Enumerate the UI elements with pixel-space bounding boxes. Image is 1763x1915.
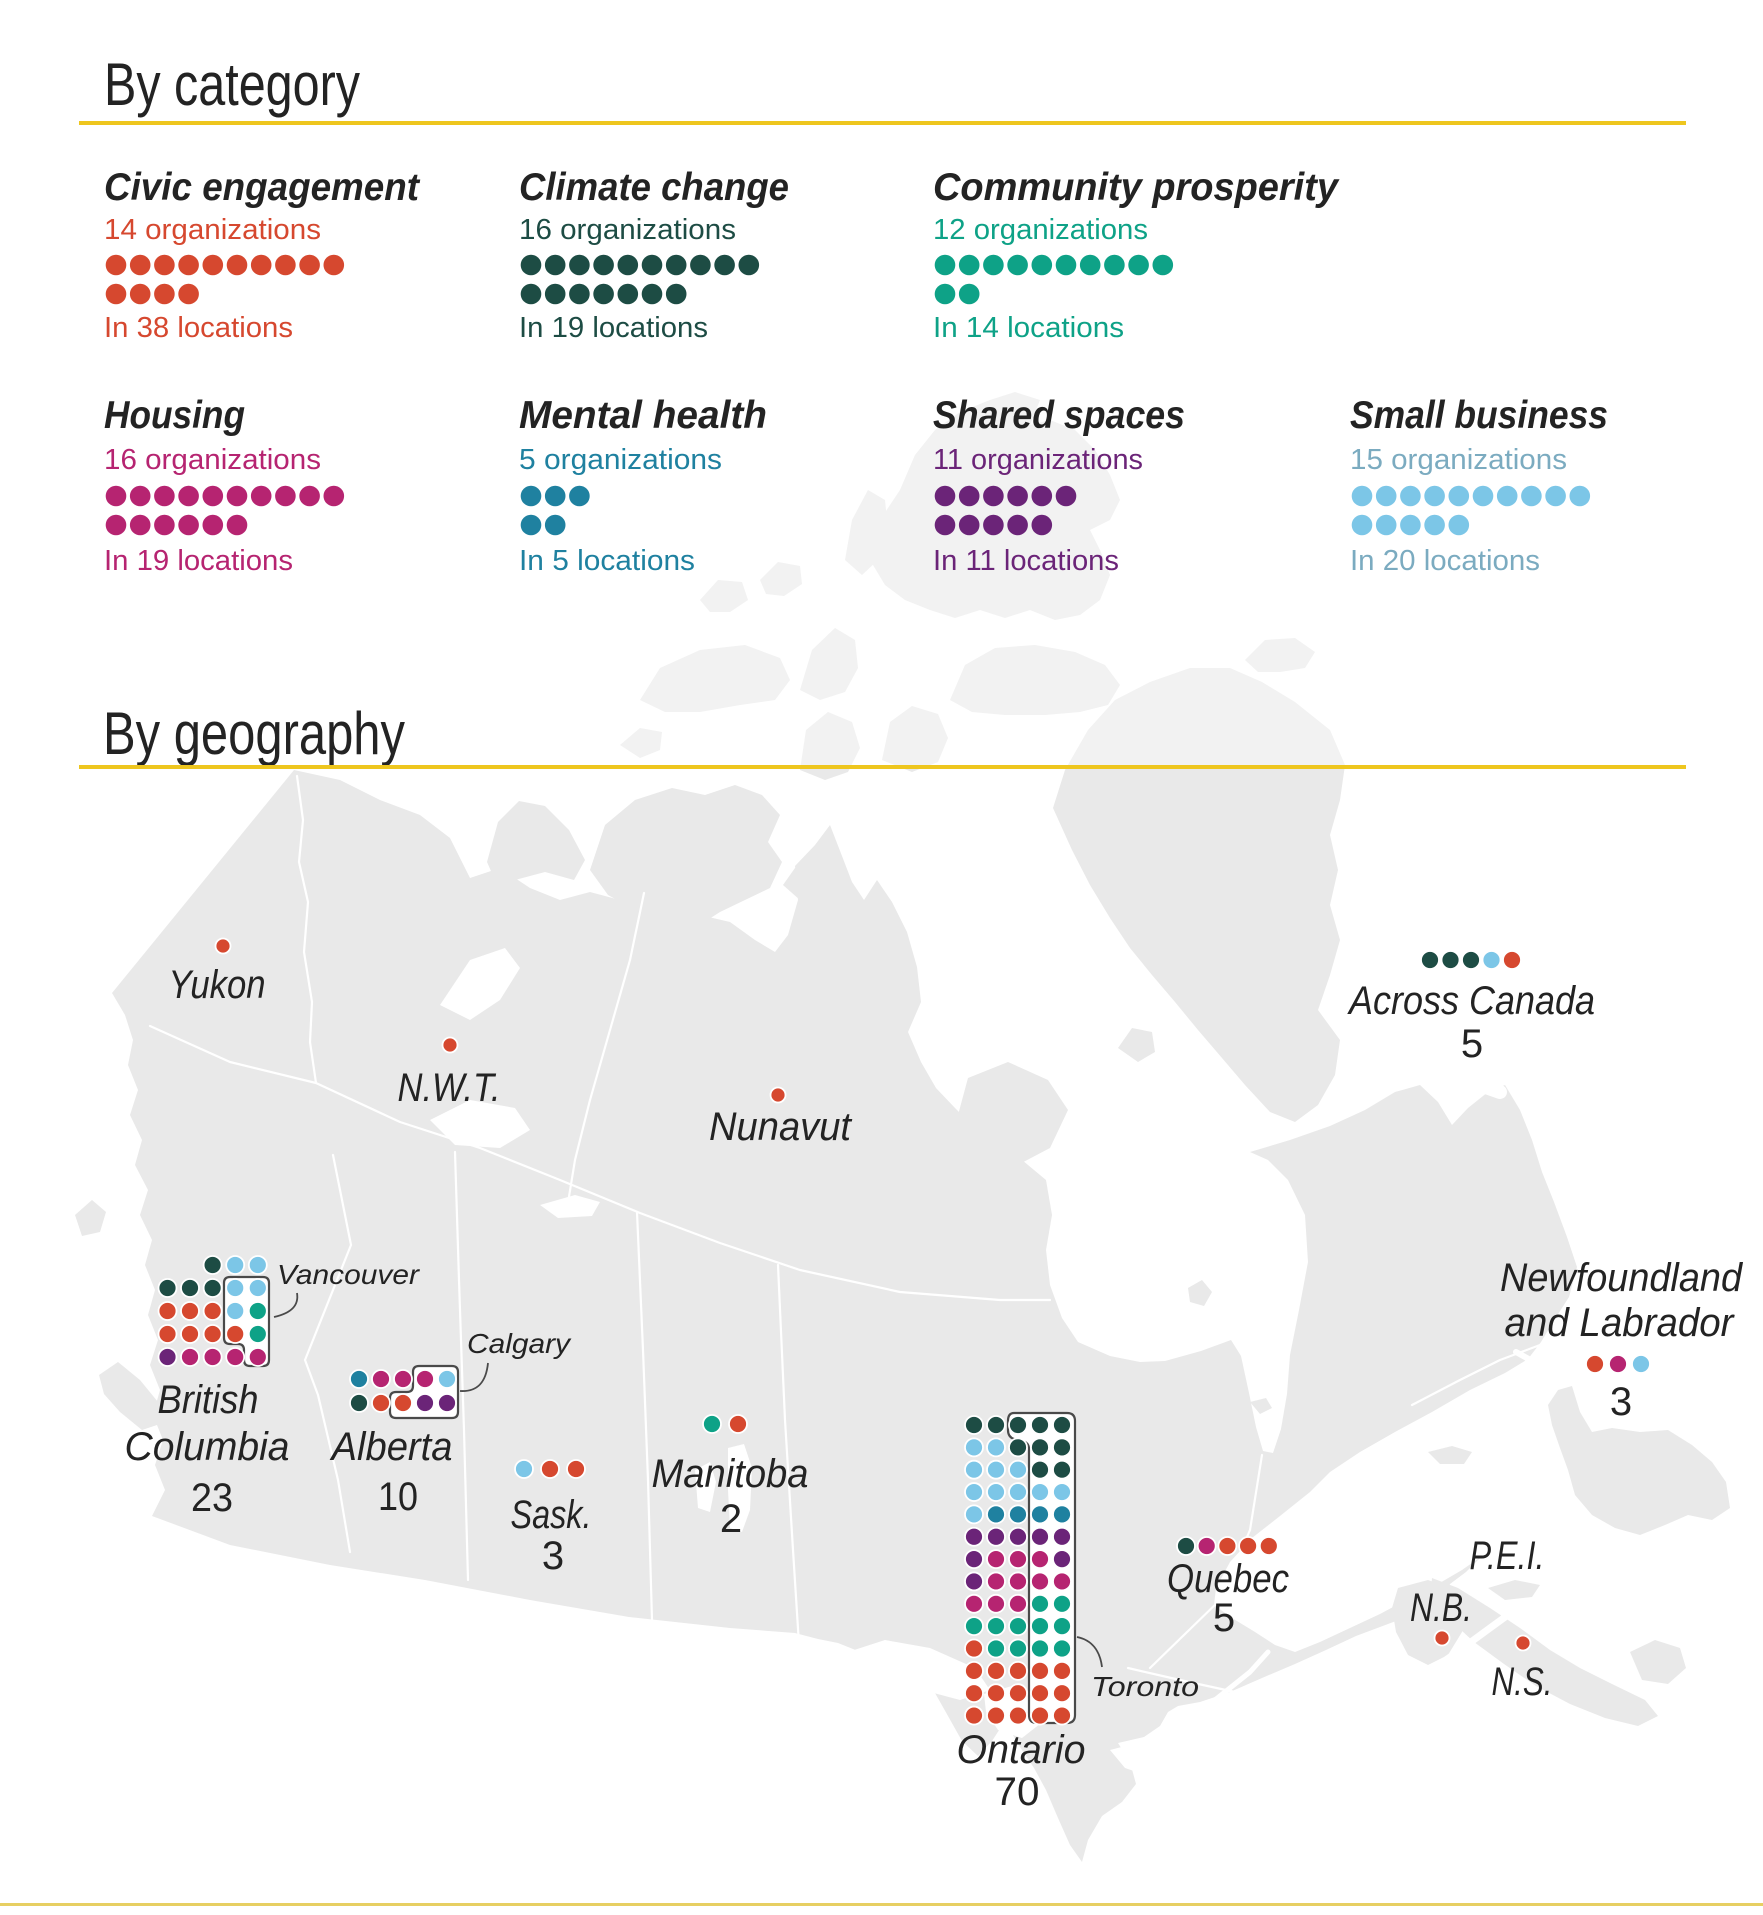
svg-text:Shared spaces: Shared spaces: [933, 394, 1185, 437]
svg-text:Toronto: Toronto: [1091, 1671, 1199, 1702]
svg-text:Alberta: Alberta: [330, 1425, 453, 1469]
svg-text:15 organizations: 15 organizations: [1350, 444, 1567, 476]
svg-text:Community prosperity: Community prosperity: [933, 166, 1340, 209]
svg-text:In 19 locations: In 19 locations: [519, 312, 708, 344]
svg-text:23: 23: [191, 1476, 233, 1520]
svg-text:5: 5: [1213, 1596, 1235, 1640]
svg-text:By geography: By geography: [103, 700, 405, 767]
svg-text:12 organizations: 12 organizations: [933, 214, 1148, 246]
svg-text:In 14 locations: In 14 locations: [933, 312, 1124, 344]
svg-text:Civic engagement: Civic engagement: [104, 166, 421, 209]
svg-text:Sask.: Sask.: [511, 1493, 592, 1537]
svg-text:In 11 locations: In 11 locations: [933, 545, 1119, 577]
svg-text:Quebec: Quebec: [1167, 1557, 1289, 1601]
svg-text:and Labrador: and Labrador: [1505, 1301, 1736, 1345]
svg-text:Across Canada: Across Canada: [1347, 979, 1595, 1023]
svg-text:Calgary: Calgary: [467, 1328, 572, 1359]
svg-text:Climate change: Climate change: [519, 166, 789, 209]
svg-text:N.S.: N.S.: [1492, 1660, 1553, 1704]
svg-text:70: 70: [995, 1770, 1040, 1814]
svg-text:Ontario: Ontario: [957, 1728, 1086, 1772]
svg-text:P.E.I.: P.E.I.: [1470, 1534, 1545, 1578]
svg-text:Yukon: Yukon: [169, 963, 266, 1007]
svg-text:10: 10: [378, 1475, 418, 1519]
svg-text:Newfoundland: Newfoundland: [1500, 1256, 1744, 1300]
svg-text:Vancouver: Vancouver: [277, 1259, 421, 1290]
svg-text:11 organizations: 11 organizations: [933, 444, 1143, 476]
svg-text:In 5 locations: In 5 locations: [519, 545, 695, 577]
svg-text:14 organizations: 14 organizations: [104, 214, 321, 246]
svg-text:3: 3: [542, 1534, 564, 1578]
svg-text:N.W.T.: N.W.T.: [398, 1066, 501, 1110]
svg-text:In 38 locations: In 38 locations: [104, 312, 293, 344]
svg-text:In 19 locations: In 19 locations: [104, 545, 293, 577]
svg-text:Housing: Housing: [104, 394, 245, 437]
svg-text:Mental health: Mental health: [519, 394, 767, 437]
svg-text:5 organizations: 5 organizations: [519, 444, 722, 476]
svg-text:Nunavut: Nunavut: [709, 1105, 853, 1149]
svg-text:By category: By category: [104, 51, 360, 118]
svg-text:Manitoba: Manitoba: [652, 1452, 809, 1496]
svg-text:Small business: Small business: [1350, 394, 1608, 437]
svg-text:5: 5: [1461, 1022, 1483, 1066]
svg-text:In 20 locations: In 20 locations: [1350, 545, 1540, 577]
svg-text:2: 2: [720, 1497, 742, 1541]
svg-text:16 organizations: 16 organizations: [519, 214, 736, 246]
svg-text:3: 3: [1610, 1380, 1632, 1424]
svg-text:16 organizations: 16 organizations: [104, 444, 321, 476]
svg-text:N.B.: N.B.: [1410, 1586, 1472, 1630]
svg-text:British: British: [158, 1378, 259, 1422]
svg-text:Columbia: Columbia: [125, 1425, 290, 1469]
